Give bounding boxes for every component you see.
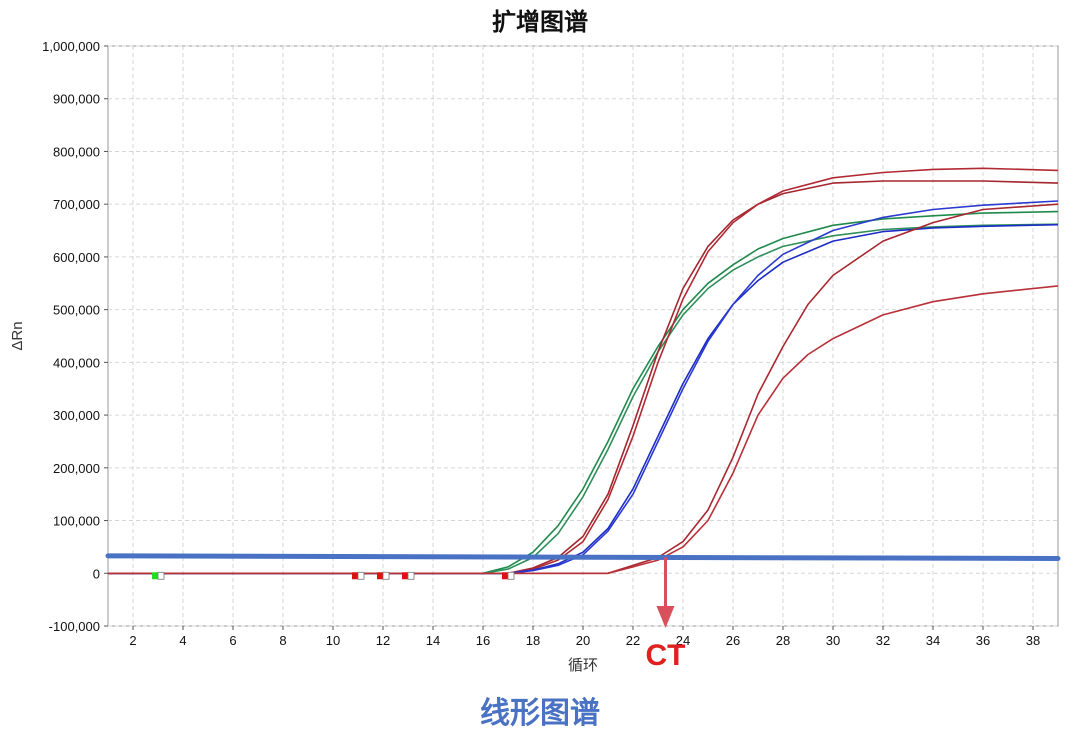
y-tick-label: 200,000 [53,461,100,476]
baseline-marker [502,572,508,580]
x-tick-label: 24 [676,633,690,648]
y-tick-label: -100,000 [49,619,100,634]
x-tick-label: 22 [626,633,640,648]
footer-label: 线形图谱 [480,696,600,731]
baseline-marker [152,572,158,580]
x-tick-label: 34 [926,633,940,648]
x-tick-label: 6 [229,633,236,648]
y-axis-label: ΔRn [9,321,26,350]
y-tick-label: 700,000 [53,197,100,212]
ct-label: CT [646,639,686,672]
y-tick-label: 1,000,000 [42,39,100,54]
baseline-marker-outline [407,571,415,580]
x-tick-label: 36 [976,633,990,648]
y-tick-label: 500,000 [53,303,100,318]
x-tick-label: 18 [526,633,540,648]
x-axis-ticks: 2 4 6 8 10 12 14 16 18 20 22 24 26 28 30 32 34 36 38 [129,626,1040,648]
series-line-5 [108,223,1059,575]
series-line-4 [108,167,1059,575]
ct-annotation: CT [646,557,686,672]
x-tick-label: 10 [326,633,340,648]
baseline-marker [377,572,383,580]
y-tick-label: 300,000 [53,408,100,423]
baseline-marker [352,572,358,580]
baseline-marker-outline [157,571,165,580]
chart-title: 扩增图谱 [492,8,588,36]
y-tick-label: 600,000 [53,250,100,265]
series-line-7 [108,203,1059,575]
x-tick-label: 16 [476,633,490,648]
x-tick-label: 14 [426,633,440,648]
y-tick-label: 900,000 [53,92,100,107]
series-line-1 [108,210,1059,575]
x-tick-label: 4 [179,633,186,648]
x-tick-label: 20 [576,633,590,648]
y-axis-ticks: -100,000 0 100,000 200,000 300,000 400,000 500… [42,39,108,634]
baseline-marker [402,572,408,580]
series-line-6 [108,200,1059,575]
grid [108,45,1058,627]
series-lines [108,167,1059,575]
x-tick-label: 30 [826,633,840,648]
x-tick-label: 8 [279,633,286,648]
x-axis-label: 循环 [568,657,598,674]
x-tick-label: 26 [726,633,740,648]
baseline-markers [152,571,515,580]
threshold-line [105,553,1061,562]
y-tick-label: 400,000 [53,355,100,370]
y-tick-label: 100,000 [53,514,100,529]
y-tick-label: 800,000 [53,144,100,159]
x-tick-label: 12 [376,633,390,648]
threshold-layer [105,553,1061,562]
baseline-marker-outline [382,571,390,580]
series-line-8 [108,285,1059,575]
x-tick-label: 28 [776,633,790,648]
y-tick-label: 0 [93,566,100,581]
x-tick-label: 2 [129,633,136,648]
baseline-marker-outline [507,571,515,580]
x-tick-label: 32 [876,633,890,648]
baseline-marker-outline [357,571,365,580]
ct-arrow-head [656,606,675,628]
x-tick-label: 38 [1026,633,1040,648]
